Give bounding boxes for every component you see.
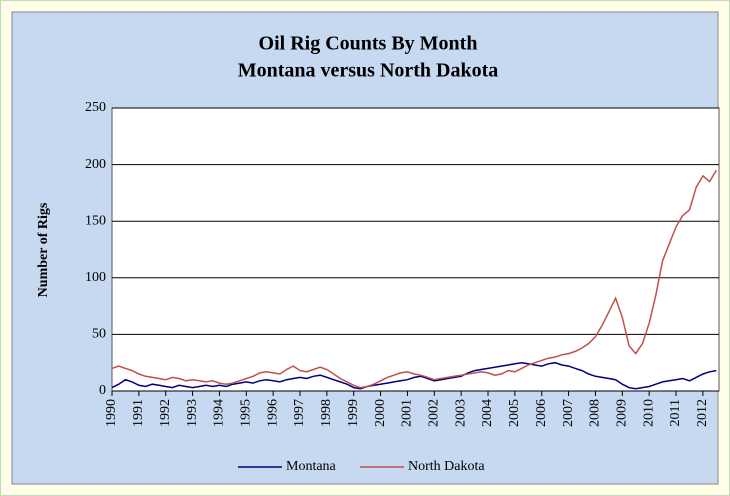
- y-tick-label: 0: [99, 383, 106, 398]
- x-tick-label: 2003: [453, 399, 468, 427]
- plot-area: [111, 107, 720, 392]
- y-tick-label: 100: [85, 270, 106, 285]
- y-axis-label: Number of Rigs: [36, 202, 51, 297]
- x-tick-label: 2006: [534, 399, 549, 427]
- x-tick-label: 1994: [212, 399, 227, 427]
- x-tick-label: 2005: [507, 399, 522, 427]
- chart-title: Oil Rig Counts By Month: [259, 33, 478, 55]
- series-line: [111, 169, 717, 389]
- legend-label: North Dakota: [408, 459, 485, 474]
- x-tick-label: 2010: [641, 399, 656, 427]
- x-tick-label: 1992: [158, 399, 173, 427]
- x-tick-label: 1997: [292, 399, 307, 427]
- x-tick-label: 1993: [185, 399, 200, 427]
- x-tick-label: 1999: [346, 399, 361, 427]
- x-tick-label: 1990: [104, 399, 119, 427]
- x-tick-label: 2002: [427, 399, 442, 427]
- legend-label: Montana: [286, 459, 337, 474]
- x-tick-label: 1998: [319, 399, 334, 427]
- x-tick-label: 2009: [615, 399, 630, 427]
- y-tick-label: 150: [85, 213, 106, 228]
- x-tick-label: 2001: [400, 399, 415, 427]
- y-tick-label: 50: [92, 327, 106, 342]
- y-tick-label: 250: [85, 100, 106, 115]
- x-tick-label: 2000: [373, 399, 388, 427]
- x-tick-label: 2011: [668, 399, 683, 426]
- y-tick-label: 200: [85, 157, 106, 172]
- x-tick-label: 2007: [561, 399, 576, 427]
- x-tick-label: 2008: [588, 399, 603, 427]
- x-tick-label: 1995: [239, 399, 254, 427]
- x-tick-label: 2012: [695, 399, 710, 427]
- x-tick-label: 1991: [131, 399, 146, 427]
- x-tick-label: 2004: [480, 399, 495, 427]
- x-tick-label: 1996: [265, 399, 280, 427]
- series-line: [111, 361, 717, 390]
- chart-subtitle: Montana versus North Dakota: [238, 60, 499, 82]
